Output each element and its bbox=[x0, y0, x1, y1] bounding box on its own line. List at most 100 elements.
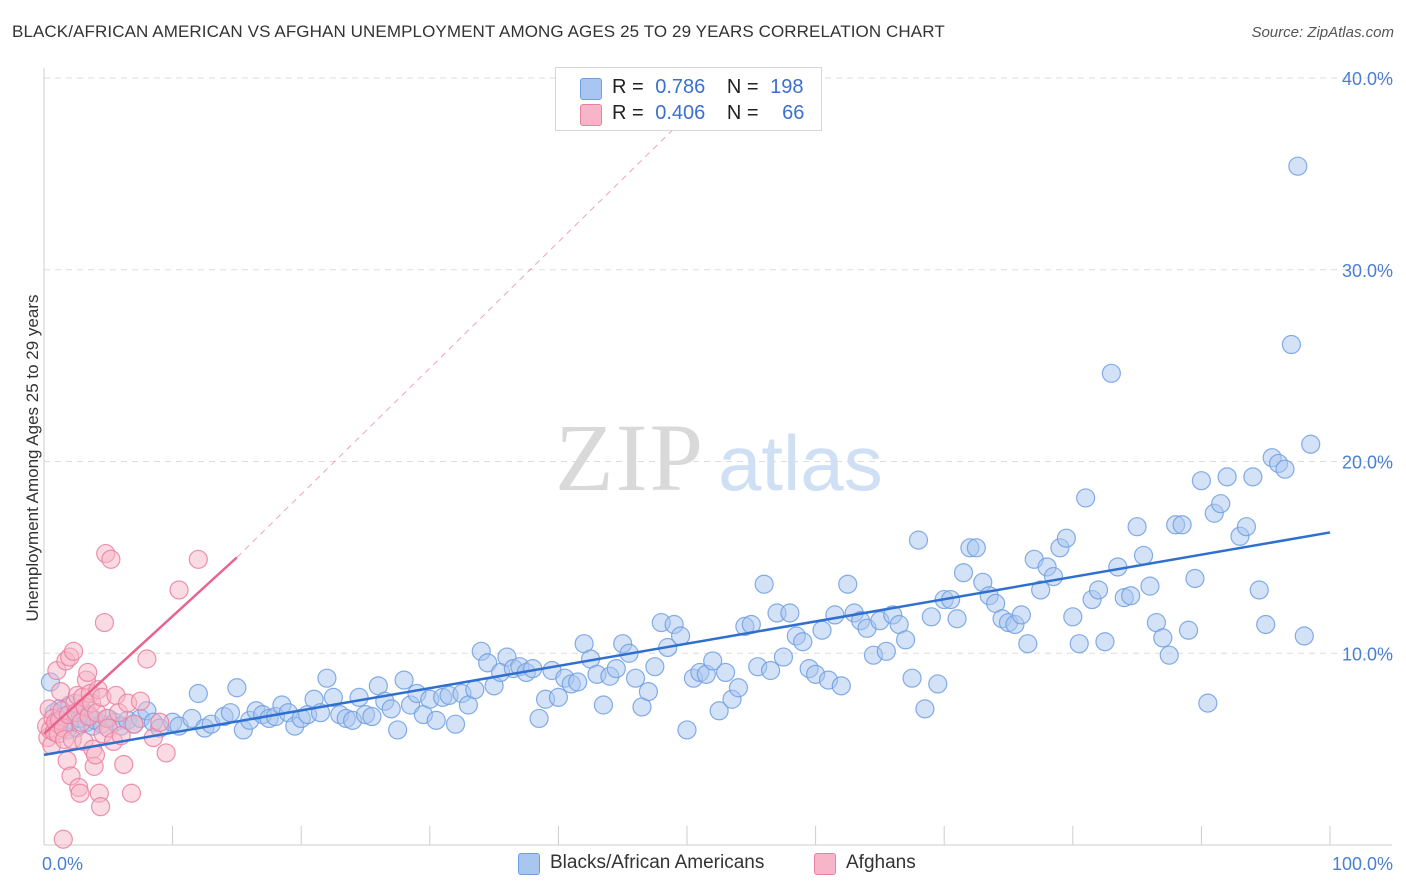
trend-line-afghans-extension bbox=[236, 77, 726, 558]
point-afghans bbox=[188, 549, 208, 569]
y-tick-label: 40.0% bbox=[1342, 69, 1393, 89]
point-blacks bbox=[1153, 628, 1173, 648]
watermark-zip: ZIP bbox=[555, 404, 705, 511]
point-blacks bbox=[1288, 156, 1308, 176]
point-blacks bbox=[677, 720, 697, 740]
point-blacks bbox=[1249, 580, 1269, 600]
tick-labels: 10.0% 20.0% 30.0% 40.0% 0.0% 100.0% bbox=[42, 69, 1393, 874]
point-afghans bbox=[137, 649, 157, 669]
point-blacks bbox=[1198, 693, 1218, 713]
point-blacks bbox=[1031, 580, 1051, 600]
point-blacks bbox=[896, 630, 916, 650]
point-blacks bbox=[773, 647, 794, 667]
point-blacks bbox=[908, 530, 929, 550]
point-blacks bbox=[1185, 568, 1205, 589]
point-blacks bbox=[227, 678, 247, 698]
point-blacks bbox=[548, 687, 569, 707]
point-blacks bbox=[1088, 580, 1109, 600]
point-blacks bbox=[1056, 528, 1076, 548]
point-blacks bbox=[966, 538, 986, 558]
point-afghans bbox=[78, 662, 98, 683]
point-blacks bbox=[606, 658, 626, 679]
trend-lines bbox=[43, 77, 1331, 757]
legend-swatch-pink bbox=[814, 853, 836, 875]
point-blacks bbox=[1256, 614, 1276, 635]
point-afghans bbox=[53, 829, 73, 849]
point-blacks bbox=[1191, 471, 1212, 491]
point-blacks bbox=[793, 632, 813, 652]
y-tick-label: 30.0% bbox=[1342, 261, 1393, 281]
point-blacks bbox=[1159, 645, 1179, 665]
point-blacks bbox=[182, 708, 202, 729]
r-label: R = bbox=[612, 76, 644, 98]
point-blacks bbox=[1243, 467, 1263, 487]
point-afghans bbox=[94, 612, 115, 633]
watermark-atlas: atlas bbox=[718, 419, 883, 507]
point-afghans bbox=[63, 641, 84, 661]
point-blacks bbox=[1101, 363, 1121, 383]
point-blacks bbox=[388, 720, 408, 740]
correlation-legend: R = 0.786 N = 198 R = 0.406 N = 66 bbox=[555, 67, 822, 131]
point-blacks bbox=[1236, 517, 1257, 537]
point-afghans bbox=[114, 754, 134, 775]
point-blacks bbox=[1172, 515, 1192, 535]
point-blacks bbox=[381, 699, 401, 719]
watermark: ZIP atlas bbox=[555, 404, 883, 511]
point-blacks bbox=[947, 609, 967, 629]
point-blacks bbox=[317, 668, 337, 688]
point-blacks bbox=[1211, 494, 1231, 514]
point-blacks bbox=[1275, 459, 1295, 479]
x-tick-label: 0.0% bbox=[42, 854, 83, 874]
point-blacks bbox=[1301, 434, 1321, 454]
point-afghans bbox=[156, 743, 176, 763]
point-blacks bbox=[593, 695, 614, 715]
legend-swatch-blue bbox=[580, 78, 602, 100]
point-blacks bbox=[394, 670, 414, 690]
point-afghans bbox=[169, 580, 189, 600]
source-attribution: Source: ZipAtlas.com bbox=[1251, 24, 1394, 41]
point-blacks bbox=[445, 714, 466, 734]
legend-swatch-blue bbox=[518, 853, 540, 875]
chart-title: BLACK/AFRICAN AMERICAN VS AFGHAN UNEMPLO… bbox=[12, 22, 945, 41]
series-afghans-points bbox=[36, 543, 208, 849]
point-blacks bbox=[728, 678, 749, 698]
point-blacks bbox=[715, 662, 736, 683]
n-label: N = bbox=[726, 102, 759, 124]
point-afghans bbox=[70, 783, 90, 803]
point-blacks bbox=[529, 708, 549, 729]
point-blacks bbox=[876, 641, 896, 661]
point-blacks bbox=[709, 701, 729, 721]
n-value-blacks: 198 bbox=[770, 76, 804, 98]
gridlines bbox=[44, 77, 1392, 654]
point-blacks bbox=[1043, 566, 1064, 587]
x-tick-label: 100.0% bbox=[1332, 854, 1393, 874]
point-afghans bbox=[101, 549, 121, 569]
point-blacks bbox=[754, 574, 774, 594]
point-blacks bbox=[638, 681, 659, 702]
n-value-afghans: 66 bbox=[782, 102, 805, 124]
point-afghans bbox=[124, 714, 144, 734]
y-axis-label: Unemployment Among Ages 25 to 29 years bbox=[23, 295, 42, 622]
point-blacks bbox=[1018, 634, 1038, 654]
point-blacks bbox=[921, 607, 941, 627]
series-legend: Blacks/African Americans Afghans bbox=[0, 850, 1406, 880]
point-blacks bbox=[812, 620, 832, 640]
legend-swatch-pink bbox=[580, 104, 602, 126]
point-afghans bbox=[90, 797, 111, 817]
point-blacks bbox=[928, 674, 948, 694]
legend-label-afghans: Afghans bbox=[846, 852, 916, 873]
point-blacks bbox=[220, 703, 241, 723]
point-blacks bbox=[670, 626, 691, 646]
trend-line-afghans bbox=[43, 556, 238, 735]
point-blacks bbox=[1121, 586, 1141, 606]
y-tick-label: 20.0% bbox=[1342, 453, 1393, 473]
r-value-afghans: 0.406 bbox=[655, 102, 706, 124]
legend-label-blacks: Blacks/African Americans bbox=[550, 852, 765, 873]
point-blacks bbox=[953, 563, 974, 583]
point-blacks bbox=[1011, 605, 1031, 625]
n-label: N = bbox=[726, 76, 759, 98]
point-blacks bbox=[1127, 517, 1147, 537]
point-blacks bbox=[703, 651, 723, 671]
point-blacks bbox=[838, 574, 858, 594]
